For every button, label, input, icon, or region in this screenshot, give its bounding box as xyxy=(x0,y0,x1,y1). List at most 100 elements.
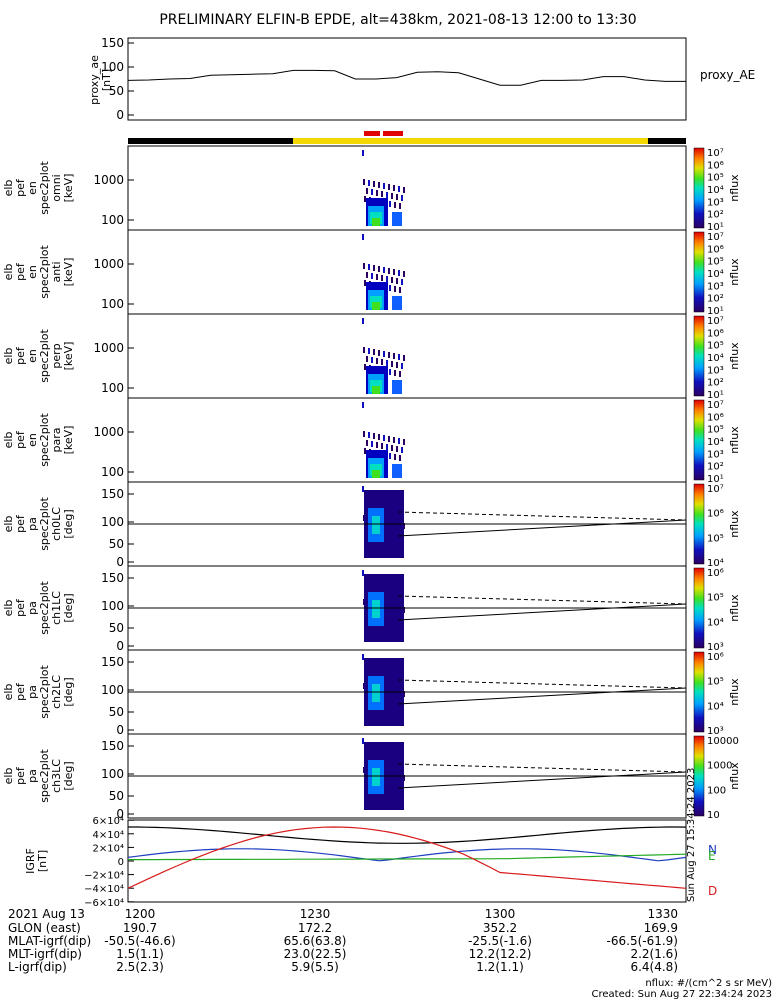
panel-ylabel: elbpefpaspec2plotch3LC[deg] xyxy=(2,749,75,803)
colorbar-label: nflux xyxy=(728,426,741,454)
colorbar-tick-label: 10⁶ xyxy=(707,328,724,339)
spectrum-speckle xyxy=(386,360,388,366)
colorbar-tick-label: 10⁵ xyxy=(707,533,724,544)
spectrum-speckle xyxy=(391,361,393,367)
spectrum-speckle xyxy=(391,193,393,199)
spectrum-speckle xyxy=(364,448,366,454)
igrf-legend-N: N xyxy=(708,843,717,857)
colorbar-tick-label: 10³ xyxy=(707,642,724,653)
colorbar-tick-label: 10⁵ xyxy=(707,257,724,268)
loss-cone-solid xyxy=(397,603,687,621)
spectrum-speckle xyxy=(368,264,370,270)
panel-ytick-label: 50 xyxy=(109,621,124,635)
spectrum-speckle xyxy=(389,369,391,375)
footer-value: 190.7 xyxy=(123,921,157,935)
footer-value: 1.5(1.1) xyxy=(116,947,164,961)
colorbar-tick-label: 1000 xyxy=(707,761,732,772)
panel-ytick-label: 0 xyxy=(116,723,124,737)
spectrum-speckle xyxy=(376,442,378,448)
spectrum-speckle xyxy=(396,278,398,284)
colorbar-tick-label: 10² xyxy=(707,462,724,473)
status-bar-black-right xyxy=(648,138,686,144)
footer-value: 1330 xyxy=(647,907,678,921)
spectrum-speckle xyxy=(364,364,366,370)
spectrum-speckle xyxy=(398,186,400,192)
colorbar xyxy=(693,315,705,397)
loss-cone-dashed xyxy=(397,511,687,521)
spectrum-speckle xyxy=(362,738,364,744)
igrf-ytick-label: −6×10⁴ xyxy=(84,898,124,909)
colorbar-tick-label: 10⁵ xyxy=(707,341,724,352)
spectrum-speckle xyxy=(362,486,364,492)
colorbar-tick-label: 10 xyxy=(707,810,720,821)
spectrum-speckle xyxy=(403,439,405,445)
spectrum-speckle xyxy=(401,447,403,453)
colorbar-label: nflux xyxy=(728,342,741,370)
panel-ytick-label: 1000 xyxy=(93,425,124,439)
spectrum-speckle xyxy=(393,185,395,191)
status-bar-red-2 xyxy=(383,131,403,136)
panel-frame xyxy=(127,145,687,231)
spectrum-speckle xyxy=(383,351,385,357)
colorbar-tick-label: 10⁶ xyxy=(707,568,724,579)
panel-ylabel: elbpefpaspec2plotch2LC[deg] xyxy=(2,665,75,719)
colorbar-tick-label: 10¹ xyxy=(707,390,724,401)
panel-ytick-label: 50 xyxy=(109,789,124,803)
spectrum-blob xyxy=(392,380,402,394)
colorbar-label: nflux xyxy=(728,678,741,706)
spectrum-speckle xyxy=(399,287,401,293)
spectrum-speckle xyxy=(368,432,370,438)
colorbar-tick-label: 10⁴ xyxy=(707,185,724,196)
footer-value: -66.5(-61.9) xyxy=(607,934,678,948)
colorbar-tick-label: 10⁴ xyxy=(707,617,724,628)
panel-ytick-label: 100 xyxy=(101,599,124,613)
spectrum-speckle xyxy=(393,269,395,275)
igrf-ytick-label: 0 xyxy=(118,857,124,868)
proxy-ae-ytick-label: 50 xyxy=(109,84,124,98)
spectrum-speckle xyxy=(381,191,383,197)
pitch-angle-blob xyxy=(372,768,380,786)
footer-row-label: MLT-igrf(dip) xyxy=(8,947,82,961)
colorbar-tick-label: 10⁴ xyxy=(707,558,724,569)
proxy-ae-ytick-label: 150 xyxy=(101,36,124,50)
spectrum-blob xyxy=(392,464,402,478)
spectrum-speckle xyxy=(378,434,380,440)
igrf-total-curve xyxy=(128,826,687,844)
spectrum-blob xyxy=(392,212,402,226)
spectrum-speckle xyxy=(398,438,400,444)
spectrum-speckle xyxy=(364,196,366,202)
colorbar-tick-label: 100 xyxy=(707,785,726,796)
spectrum-speckle xyxy=(401,279,403,285)
spectrum-speckle xyxy=(368,180,370,186)
spectrum-speckle xyxy=(394,286,396,292)
spectrum-speckle xyxy=(401,195,403,201)
units-note: nflux: #/(cm^2 s sr MeV) xyxy=(645,978,772,989)
footer-value: 172.2 xyxy=(298,921,332,935)
spectrum-speckle xyxy=(383,435,385,441)
spectrum-speckle xyxy=(371,357,373,363)
spectrum-speckle xyxy=(396,362,398,368)
colorbar-tick-label: 10³ xyxy=(707,726,724,737)
spectrum-speckle xyxy=(376,274,378,280)
panel-ytick-label: 0 xyxy=(116,639,124,653)
pitch-angle-blob xyxy=(372,684,380,702)
proxy-ae-ylabel: proxy_ae[nT] xyxy=(88,55,113,105)
panel-ylabel: elbpefpaspec2plotch0LC[deg] xyxy=(2,497,75,551)
colorbar-label: nflux xyxy=(728,258,741,286)
figure-title: PRELIMINARY ELFIN-B EPDE, alt=438km, 202… xyxy=(159,12,636,28)
spectrum-speckle xyxy=(381,275,383,281)
spectrum-speckle xyxy=(388,184,390,190)
footer-row-label: GLON (east) xyxy=(8,921,81,935)
footer-value: 23.0(22.5) xyxy=(284,947,347,961)
panel-ytick-label: 100 xyxy=(101,381,124,395)
panel-frame xyxy=(127,397,687,483)
colorbar-tick-label: 10⁷ xyxy=(707,484,724,495)
spectrum-speckle xyxy=(371,441,373,447)
spectrum-blob xyxy=(372,218,380,226)
colorbar-tick-label: 10⁵ xyxy=(707,677,724,688)
status-bar-yellow xyxy=(293,138,648,144)
footer-value: 12.2(12.2) xyxy=(469,947,532,961)
colorbar-tick-label: 10² xyxy=(707,210,724,221)
panel-ylabel: elbpefenspec2plotpara[keV] xyxy=(2,413,75,467)
